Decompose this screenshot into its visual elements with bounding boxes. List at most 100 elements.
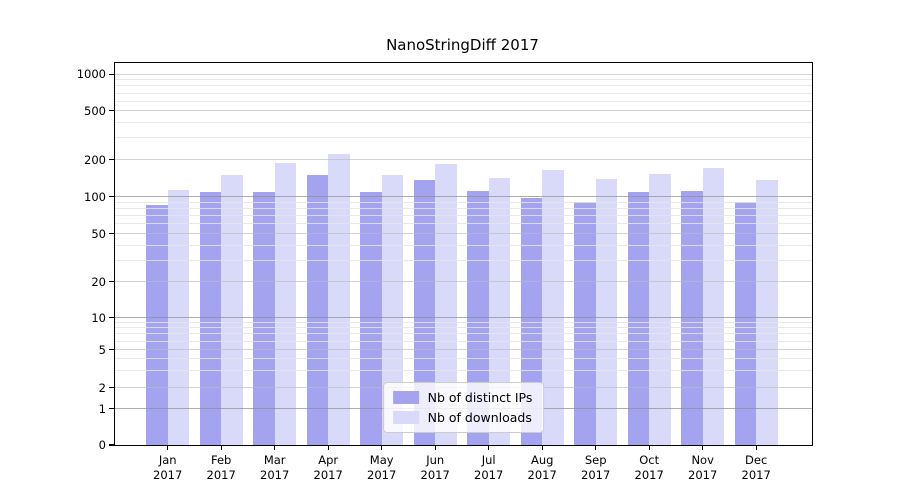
x-tick-label: Dec 2017: [741, 453, 771, 482]
bar-downloads-apr: [328, 153, 350, 445]
bar-downloads-oct: [649, 174, 671, 445]
bar-distinct-ips-nov: [681, 191, 703, 445]
x-tick-mark: [381, 445, 383, 450]
bar-distinct-ips-jan: [146, 204, 168, 445]
y-tick-label: 500: [84, 103, 106, 118]
y-tick-label: 2: [98, 380, 106, 395]
bar-downloads-nov: [702, 168, 725, 445]
bar-distinct-ips-apr: [306, 174, 329, 445]
gridline-minor: [115, 327, 812, 329]
y-tick-label: 1000: [76, 67, 106, 82]
bar-distinct-ips-mar: [253, 192, 275, 445]
gridline-minor: [115, 259, 812, 261]
bar-downloads-aug: [542, 170, 564, 445]
y-tick-mark: [108, 407, 114, 410]
x-tick-label: Jul 2017: [474, 453, 504, 482]
gridline-minor: [115, 92, 812, 94]
bar-downloads-feb: [221, 174, 243, 445]
legend: Nb of distinct IPs Nb of downloads: [382, 382, 545, 433]
x-tick-label: Aug 2017: [527, 453, 557, 482]
y-tick-label: 100: [84, 189, 106, 204]
bar-distinct-ips-feb: [199, 192, 222, 445]
y-tick-label: 50: [91, 226, 106, 241]
gridline-minor: [115, 370, 812, 372]
x-tick-mark: [648, 445, 650, 450]
gridline-major: [115, 158, 812, 160]
legend-label: Nb of downloads: [427, 410, 532, 425]
bar-downloads-jul: [488, 177, 511, 445]
bar-downloads-may: [381, 174, 404, 445]
bar-distinct-ips-dec: [734, 202, 757, 445]
bar-distinct-ips-may: [360, 192, 382, 445]
gridline-major: [115, 73, 812, 75]
x-tick-label: Sep 2017: [581, 453, 611, 482]
gridline-minor: [115, 215, 812, 217]
gridline-major: [115, 280, 812, 282]
bar-downloads-jun: [435, 164, 457, 445]
x-tick-label: Feb 2017: [206, 453, 236, 482]
bar-downloads-mar: [274, 162, 297, 445]
gridline-minor: [115, 85, 812, 87]
y-tick-mark: [108, 280, 114, 283]
bar-distinct-ips-oct: [627, 192, 650, 445]
x-tick-mark: [755, 445, 757, 450]
legend-swatch-icon: [392, 391, 419, 404]
x-tick-mark: [541, 445, 543, 450]
y-tick-mark: [108, 386, 114, 389]
x-tick-label: Nov 2017: [688, 453, 718, 482]
gridline-minor: [115, 137, 812, 139]
chart-title: NanoStringDiff 2017: [386, 36, 539, 54]
x-tick-mark: [220, 445, 222, 450]
legend-swatch-icon: [392, 411, 419, 424]
y-tick-mark: [108, 348, 114, 351]
y-tick-label: 0: [98, 438, 106, 452]
x-tick-label: May 2017: [367, 453, 397, 482]
gridline-minor: [115, 321, 812, 323]
gridline-major: [115, 316, 812, 318]
x-tick-mark: [327, 445, 329, 450]
y-tick-label: 1: [98, 401, 106, 416]
y-tick-mark: [108, 316, 114, 319]
gridline-minor: [115, 340, 812, 342]
x-tick-label: Jun 2017: [420, 453, 450, 482]
x-tick-mark: [595, 445, 597, 450]
y-tick-mark: [108, 73, 114, 75]
y-tick-mark: [108, 232, 114, 235]
plot-area: Nb of distinct IPs Nb of downloads 0 1 2 5 10…: [77, 62, 813, 482]
bar-downloads-sep: [595, 178, 618, 445]
x-tick-mark: [702, 445, 704, 450]
gridline-minor: [115, 79, 812, 81]
gridline-major: [115, 232, 812, 234]
y-tick-label: 20: [91, 274, 106, 289]
x-tick-label: Apr 2017: [313, 453, 343, 482]
y-tick-mark: [108, 158, 114, 161]
gridline-major: [115, 110, 812, 112]
gridline-major: [115, 195, 812, 197]
bar-distinct-ips-jul: [467, 191, 489, 445]
x-tick-label: Jan 2017: [153, 453, 183, 482]
legend-label: Nb of distinct IPs: [427, 390, 533, 405]
y-tick-mark: [108, 444, 114, 446]
gridline-minor: [115, 333, 812, 335]
bar-distinct-ips-sep: [574, 201, 596, 445]
x-tick-mark: [434, 445, 436, 450]
x-tick-label: Mar 2017: [260, 453, 290, 482]
x-tick-mark: [167, 445, 169, 450]
x-tick-mark: [274, 445, 276, 450]
gridline-minor: [115, 223, 812, 225]
gridline-minor: [115, 207, 812, 209]
gridline-major: [115, 348, 812, 350]
y-tick-label: 5: [98, 342, 106, 357]
gridline-minor: [115, 358, 812, 360]
y-tick-label: 200: [84, 152, 106, 167]
y-tick-mark: [108, 110, 114, 112]
legend-entry-downloads: Nb of downloads: [392, 410, 533, 425]
x-tick-mark: [488, 445, 490, 450]
gridline-minor: [115, 100, 812, 102]
gridline-minor: [115, 201, 812, 203]
bar-downloads-dec: [756, 180, 778, 445]
legend-entry-distinct-ips: Nb of distinct IPs: [392, 390, 533, 405]
y-tick-label: 10: [91, 310, 106, 325]
gridline-minor: [115, 244, 812, 246]
